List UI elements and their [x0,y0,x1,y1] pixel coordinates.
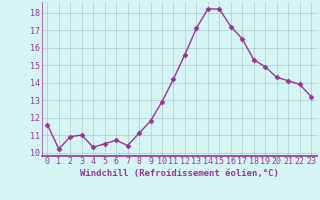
X-axis label: Windchill (Refroidissement éolien,°C): Windchill (Refroidissement éolien,°C) [80,169,279,178]
